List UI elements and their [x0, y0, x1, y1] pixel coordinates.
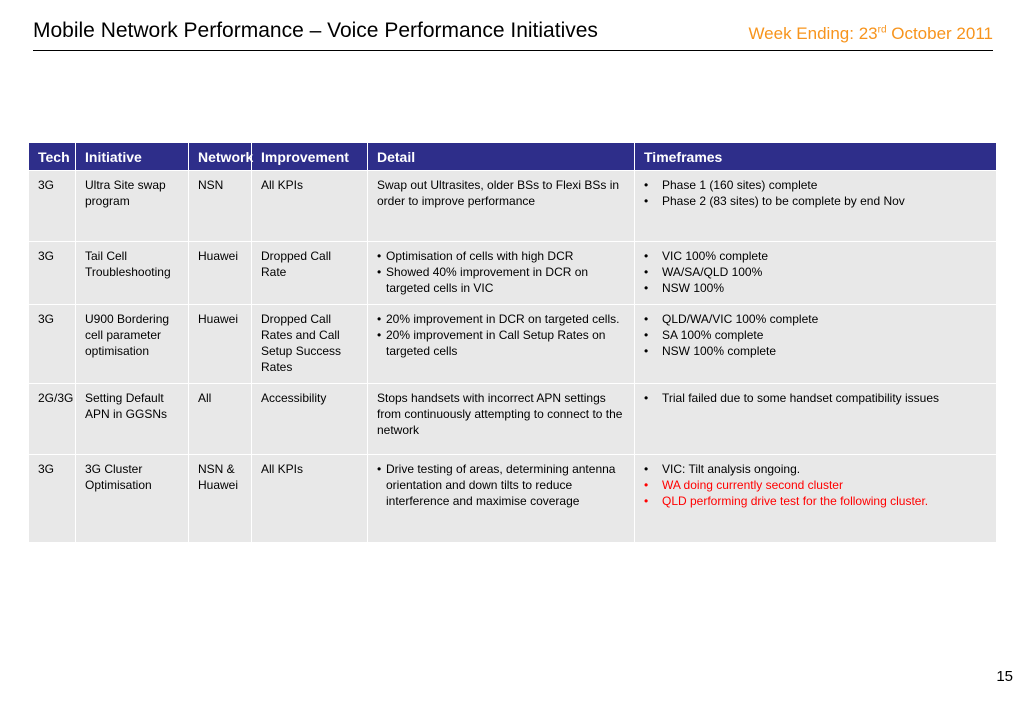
cell-initiative: Ultra Site swap program — [75, 170, 189, 242]
page-title: Mobile Network Performance – Voice Perfo… — [33, 19, 598, 42]
cell-initiative: Tail Cell Troubleshooting — [75, 241, 189, 305]
list-item: Optimisation of cells with high DCR — [377, 248, 625, 264]
cell-tech: 3G — [28, 241, 76, 305]
cell-timeframes: VIC 100% complete WA/SA/QLD 100% NSW 100… — [634, 241, 997, 305]
cell-network: Huawei — [188, 304, 252, 384]
list-item: Phase 2 (83 sites) to be complete by end… — [644, 193, 987, 209]
list-item: QLD/WA/VIC 100% complete — [644, 311, 987, 327]
list-item-highlighted: WA doing currently second cluster — [644, 477, 987, 493]
cell-improvement: Dropped Call Rates and Call Setup Succes… — [251, 304, 368, 384]
cell-improvement: All KPIs — [251, 454, 368, 543]
cell-tech: 3G — [28, 454, 76, 543]
table-row: 2G/3G Setting Default APN in GGSNs All A… — [28, 383, 997, 455]
column-header-detail: Detail — [367, 142, 635, 171]
week-suffix: October 2011 — [886, 24, 993, 43]
timeframes-list: Phase 1 (160 sites) complete Phase 2 (83… — [644, 177, 987, 209]
cell-network: NSN & Huawei — [188, 454, 252, 543]
list-item: 20% improvement in Call Setup Rates on t… — [377, 327, 625, 359]
cell-tech: 3G — [28, 304, 76, 384]
cell-timeframes: Phase 1 (160 sites) complete Phase 2 (83… — [634, 170, 997, 242]
column-header-timeframes: Timeframes — [634, 142, 997, 171]
table-row: 3G Tail Cell Troubleshooting Huawei Drop… — [28, 241, 997, 305]
cell-detail: Optimisation of cells with high DCR Show… — [367, 241, 635, 305]
timeframes-list: Trial failed due to some handset compati… — [644, 390, 987, 406]
column-header-improvement: Improvement — [251, 142, 368, 171]
list-item: SA 100% complete — [644, 327, 987, 343]
cell-detail: Swap out Ultrasites, older BSs to Flexi … — [367, 170, 635, 242]
page-number: 15 — [996, 668, 1013, 685]
list-item: VIC 100% complete — [644, 248, 987, 264]
cell-tech: 3G — [28, 170, 76, 242]
list-item: 20% improvement in DCR on targeted cells… — [377, 311, 625, 327]
column-header-initiative: Initiative — [75, 142, 189, 171]
list-item: Showed 40% improvement in DCR on targete… — [377, 264, 625, 296]
timeframes-list: VIC: Tilt analysis ongoing. WA doing cur… — [644, 461, 987, 509]
timeframes-list: VIC 100% complete WA/SA/QLD 100% NSW 100… — [644, 248, 987, 296]
cell-initiative: U900 Bordering cell parameter optimisati… — [75, 304, 189, 384]
cell-improvement: All KPIs — [251, 170, 368, 242]
detail-list: 20% improvement in DCR on targeted cells… — [377, 311, 625, 359]
cell-improvement: Accessibility — [251, 383, 368, 455]
cell-detail: Stops handsets with incorrect APN settin… — [367, 383, 635, 455]
list-item: Phase 1 (160 sites) complete — [644, 177, 987, 193]
cell-detail: 20% improvement in DCR on targeted cells… — [367, 304, 635, 384]
cell-network: NSN — [188, 170, 252, 242]
list-item: WA/SA/QLD 100% — [644, 264, 987, 280]
list-item: Drive testing of areas, determining ante… — [377, 461, 625, 509]
column-header-network: Network — [188, 142, 253, 171]
initiatives-table: Tech Initiative Network Improvement Deta… — [28, 142, 997, 543]
week-prefix: Week Ending: 23 — [748, 24, 878, 43]
list-item: Trial failed due to some handset compati… — [644, 390, 987, 406]
timeframes-list: QLD/WA/VIC 100% complete SA 100% complet… — [644, 311, 987, 359]
cell-initiative: 3G Cluster Optimisation — [75, 454, 189, 543]
cell-detail: Drive testing of areas, determining ante… — [367, 454, 635, 543]
week-ordinal: rd — [877, 24, 887, 36]
list-item: NSW 100% complete — [644, 343, 987, 359]
list-item: VIC: Tilt analysis ongoing. — [644, 461, 987, 477]
cell-timeframes: Trial failed due to some handset compati… — [634, 383, 997, 455]
table-header-row: Tech Initiative Network Improvement Deta… — [28, 142, 997, 171]
cell-network: Huawei — [188, 241, 252, 305]
cell-tech: 2G/3G — [28, 383, 76, 455]
list-item-highlighted: QLD performing drive test for the follow… — [644, 493, 987, 509]
week-ending-label: Week Ending: 23rd October 2011 — [748, 24, 993, 44]
list-item: NSW 100% — [644, 280, 987, 296]
detail-list: Optimisation of cells with high DCR Show… — [377, 248, 625, 296]
table-row: 3G U900 Bordering cell parameter optimis… — [28, 304, 997, 384]
cell-timeframes: VIC: Tilt analysis ongoing. WA doing cur… — [634, 454, 997, 543]
table-row: 3G 3G Cluster Optimisation NSN & Huawei … — [28, 454, 997, 543]
detail-list: Drive testing of areas, determining ante… — [377, 461, 625, 509]
table-row: 3G Ultra Site swap program NSN All KPIs … — [28, 170, 997, 242]
column-header-tech: Tech — [28, 142, 76, 171]
cell-initiative: Setting Default APN in GGSNs — [75, 383, 189, 455]
cell-improvement: Dropped Call Rate — [251, 241, 368, 305]
cell-timeframes: QLD/WA/VIC 100% complete SA 100% complet… — [634, 304, 997, 384]
cell-network: All — [188, 383, 252, 455]
title-divider — [33, 50, 993, 51]
